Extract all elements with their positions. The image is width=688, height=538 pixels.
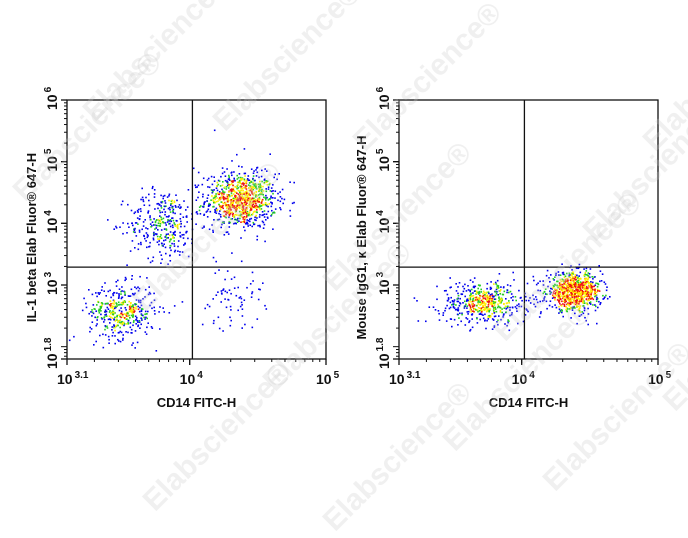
- axis-ticks: [393, 99, 659, 365]
- x-tick-label: 10 5: [316, 370, 340, 387]
- y-tick-label: 106: [375, 86, 392, 110]
- plot-frame: [398, 99, 659, 360]
- isotype-scatter-panel: 10 3.1 10 4 10 5 101.8 103 104 105 106 CD14 FITC-H M…: [354, 86, 672, 410]
- plot-frame: [66, 99, 327, 360]
- y-tick-label: 104: [375, 210, 392, 234]
- il1b-scatter-panel: 10 3.1 10 4 10 5 101.8 103 104 105 106 CD14 FITC-H I…: [24, 86, 340, 410]
- x-tick-label: 10 3.1: [389, 370, 421, 387]
- x-tick-label: 10 4: [180, 370, 204, 387]
- y-tick-label: 105: [375, 148, 392, 172]
- plots-canvas: 10 3.1 10 4 10 5 101.8 103 104 105 106 CD14 FITC-H I…: [24, 86, 672, 410]
- y-tick-label: 106: [43, 86, 60, 110]
- y-tick-label: 101.8: [375, 337, 392, 369]
- event-dots: [68, 129, 295, 352]
- x-axis-label: CD14 FITC-H: [489, 395, 568, 410]
- x-tick-label: 10 5: [648, 370, 672, 387]
- y-tick-label: 105: [43, 148, 60, 172]
- axis-ticks: [61, 99, 327, 365]
- x-tick-label: 10 4: [512, 370, 536, 387]
- y-tick-label: 101.8: [43, 337, 60, 369]
- flow-cytometry-figure: 10 3.1 10 4 10 5 101.8 103 104 105 106 CD14 FITC-H I…: [7, 0, 688, 537]
- y-tick-label: 104: [43, 210, 60, 234]
- x-axis-label: CD14 FITC-H: [157, 395, 236, 410]
- event-dots: [413, 263, 611, 332]
- x-tick-label: 10 3.1: [57, 370, 89, 387]
- y-tick-label: 103: [43, 271, 60, 295]
- y-axis-label: IL-1 beta Elab Fluor® 647-H: [24, 153, 39, 322]
- y-axis-label: Mouse IgG1, κ Elab Fluor® 647-H: [354, 136, 369, 340]
- y-tick-label: 103: [375, 271, 392, 295]
